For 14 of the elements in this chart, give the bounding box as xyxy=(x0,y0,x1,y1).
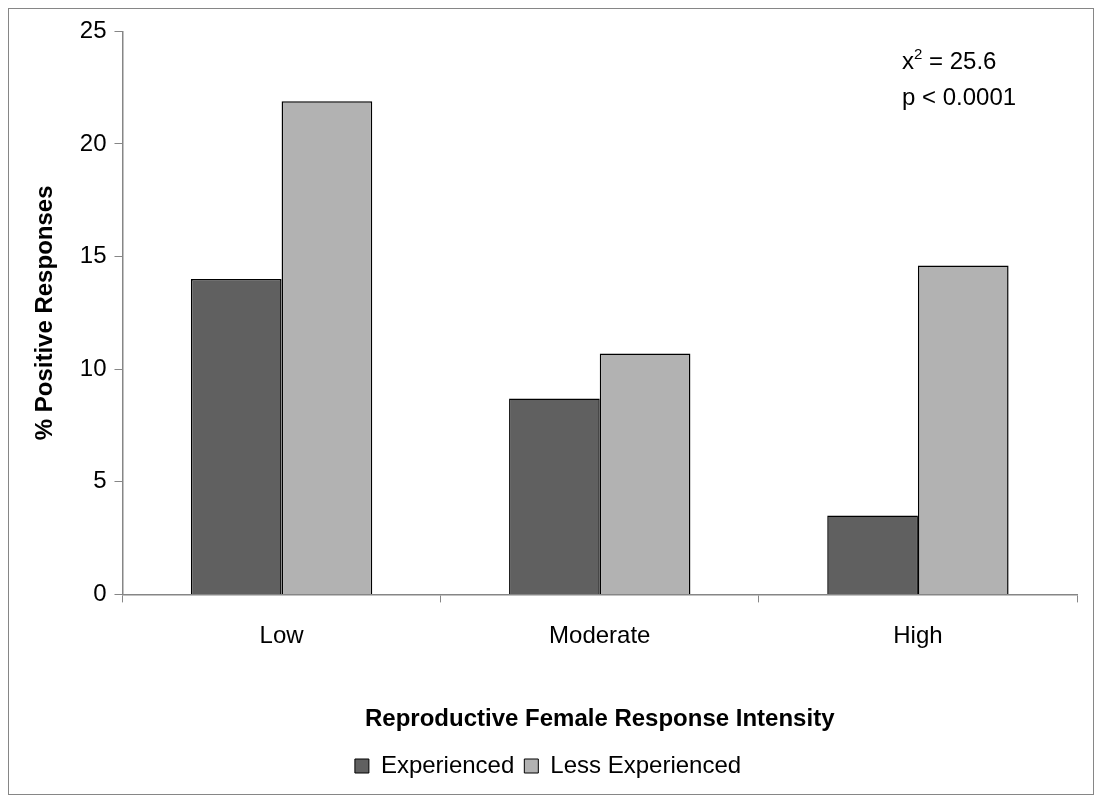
x-tick-label: High xyxy=(893,621,943,649)
y-tick-label: 10 xyxy=(79,353,107,381)
legend-label: Less Experienced xyxy=(550,750,742,778)
y-tick-label: 15 xyxy=(79,241,107,269)
y-tick-label: 0 xyxy=(93,579,107,607)
y-tick-label: 5 xyxy=(93,466,107,494)
y-tick-label: 25 xyxy=(79,16,107,44)
x-tick-label: Low xyxy=(259,621,305,649)
x-tick-label: Moderate xyxy=(549,621,651,649)
legend-label: Experienced xyxy=(380,750,515,778)
x-axis-title: Reproductive Female Response Intensity xyxy=(365,704,836,732)
y-tick-label: 20 xyxy=(79,128,107,156)
annotation: p < 0.0001 xyxy=(902,83,1017,111)
y-axis-title: % Positive Responses xyxy=(30,185,58,441)
